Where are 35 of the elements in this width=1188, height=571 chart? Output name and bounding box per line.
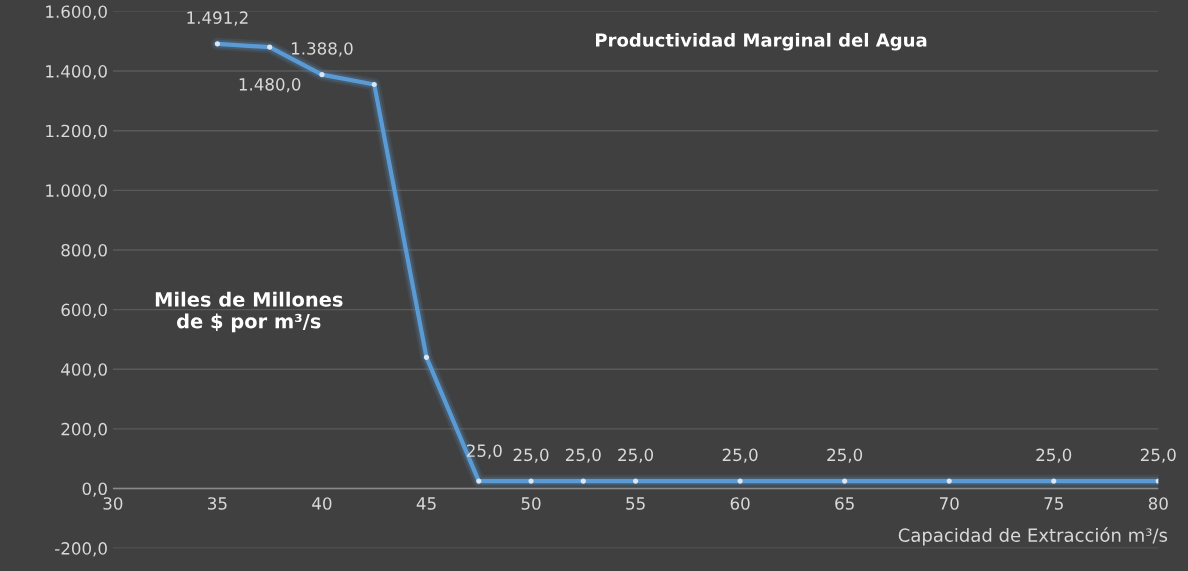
y-tick-label: 800,0 (61, 243, 107, 259)
data-label: 25,0 (565, 448, 601, 463)
y-tick-label: -200,0 (55, 542, 107, 557)
y-tick-label: 600,0 (61, 303, 107, 318)
x-tick-label: 75 (1044, 497, 1063, 510)
y-tick-label: 0,0 (82, 482, 107, 497)
x-axis-title: Capacidad de Extracción m³/s (898, 527, 1168, 546)
data-label: 25,0 (466, 444, 502, 459)
y-tick-label: 200,0 (61, 422, 107, 438)
data-label: 1.480,0 (239, 78, 301, 93)
x-tick-label: 65 (835, 497, 854, 510)
data-label: 25,0 (1140, 448, 1176, 463)
x-tick-label: 45 (416, 497, 436, 510)
y-tick-label: 1.000,0 (46, 184, 107, 199)
data-label: 25,0 (618, 448, 654, 463)
data-label: 25,0 (513, 448, 549, 463)
x-tick-label: 60 (730, 497, 750, 510)
x-tick-label: 80 (1148, 497, 1168, 510)
x-tick-label: 30 (103, 497, 123, 510)
data-label: 1.388,0 (291, 42, 353, 57)
x-tick-label: 40 (312, 497, 332, 510)
y-tick-label: 1.200,0 (46, 124, 107, 139)
text: Productividad Marginal del Agua (596, 32, 927, 51)
y-tick-label: 1.400,0 (46, 65, 107, 80)
x-tick-label: 50 (521, 497, 541, 510)
x-tick-label: 70 (939, 497, 959, 510)
data-label: 1.491,2 (187, 11, 248, 26)
y-axis-title: Miles de Millones de $ por m³/s (155, 291, 343, 333)
x-tick-label: 55 (626, 497, 645, 510)
data-label: 25,0 (827, 448, 863, 463)
x-tick-label: 35 (208, 497, 227, 510)
y-tick-label: 1.600,0 (46, 5, 107, 20)
data-label: 25,0 (1036, 448, 1072, 463)
y-tick-label: 400,0 (61, 363, 107, 378)
data-label: 25,0 (722, 448, 758, 463)
